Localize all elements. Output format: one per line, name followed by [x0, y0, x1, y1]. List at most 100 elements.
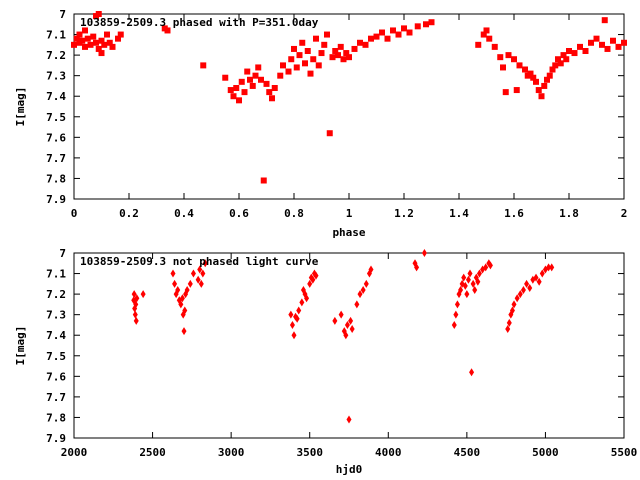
data-point	[423, 21, 429, 28]
data-point	[82, 27, 88, 34]
data-point	[604, 45, 611, 52]
data-point	[514, 294, 520, 303]
data-point	[337, 43, 344, 50]
data-point	[260, 177, 267, 184]
y-tick-label: 7.9	[46, 432, 66, 445]
data-point	[76, 31, 83, 38]
data-point	[505, 52, 512, 59]
data-point	[249, 82, 256, 89]
data-point	[368, 35, 374, 42]
data-point	[93, 39, 99, 46]
data-point	[509, 306, 515, 315]
data-point	[200, 269, 206, 278]
data-point	[315, 62, 322, 69]
data-point	[222, 74, 229, 81]
data-point	[520, 286, 526, 294]
data-point	[87, 41, 94, 48]
data-point	[133, 316, 139, 325]
data-point	[291, 45, 297, 52]
data-point	[140, 290, 146, 299]
data-point	[536, 277, 542, 286]
data-point	[179, 294, 185, 303]
data-point	[461, 273, 467, 282]
data-point	[487, 261, 493, 270]
x-tick-label: 2500	[139, 446, 166, 459]
data-point	[82, 43, 88, 50]
data-point	[535, 87, 542, 94]
y-tick-label: 7.3	[46, 70, 66, 83]
x-tick-label: 0	[71, 207, 78, 220]
y-axis-label: I[mag]	[14, 87, 27, 127]
data-point	[524, 279, 530, 288]
data-point	[175, 286, 181, 294]
data-point	[202, 259, 208, 268]
data-point	[486, 35, 493, 42]
data-point	[544, 76, 550, 83]
data-point	[255, 64, 262, 71]
y-tick-label: 7.1	[46, 29, 66, 42]
data-point	[244, 68, 251, 75]
data-point	[467, 269, 473, 278]
data-point	[406, 29, 413, 36]
data-point	[500, 64, 506, 71]
data-point	[313, 35, 319, 42]
x-tick-label: 0.2	[119, 207, 139, 220]
x-tick-label: 3000	[218, 446, 245, 459]
data-point	[190, 269, 196, 278]
y-tick-label: 7	[59, 247, 66, 260]
data-point	[414, 23, 421, 30]
y-tick-label: 7.5	[46, 111, 66, 124]
data-point	[79, 37, 86, 44]
data-point	[296, 52, 303, 59]
data-point	[571, 50, 578, 57]
data-point	[379, 29, 385, 36]
data-point	[134, 294, 140, 303]
data-point	[454, 300, 460, 309]
x-tick-label: 4000	[375, 446, 402, 459]
data-point	[293, 64, 300, 71]
x-tick-label: 1.4	[449, 207, 469, 220]
data-point	[326, 130, 333, 137]
data-point	[299, 298, 305, 307]
data-point	[90, 33, 97, 40]
data-point	[338, 310, 344, 319]
y-tick-label: 7.2	[46, 288, 66, 301]
data-point	[470, 279, 476, 288]
data-point	[280, 62, 286, 69]
data-point	[307, 279, 313, 288]
data-point	[533, 273, 539, 282]
data-point	[332, 48, 339, 54]
data-point	[513, 87, 520, 94]
data-point	[516, 62, 523, 69]
data-point	[343, 50, 350, 57]
x-tick-label: 1	[346, 207, 353, 220]
data-point	[475, 277, 481, 286]
y-tick-label: 7.4	[46, 329, 66, 342]
data-point	[506, 318, 512, 327]
data-point	[271, 85, 278, 91]
ticks-group: 2000 2500 3000 3500 4000 4500 5000 5500 7 7.1 7.2 7…	[46, 247, 637, 459]
data-point	[302, 60, 308, 67]
data-point	[294, 314, 300, 323]
data-point	[131, 290, 137, 299]
data-point	[115, 35, 121, 42]
data-point	[491, 43, 498, 50]
y-tick-label: 7.8	[46, 172, 66, 185]
ticks-group: 0 0.2 0.4 0.6 0.8 1 1.2 1.4 1.6 1.8 2 7 7.1 7.2 7.3 7.4…	[46, 8, 627, 220]
x-tick-label: 2	[621, 207, 628, 220]
x-tick-label: 0.6	[229, 207, 249, 220]
phased-light-curve-chart: 0 0.2 0.4 0.6 0.8 1 1.2 1.4 1.6 1.8 2 7 7.1 7.2 7.3 7.4…	[14, 8, 627, 239]
data-point	[563, 56, 570, 63]
y-tick-label: 7.6	[46, 370, 66, 383]
data-point	[106, 39, 113, 46]
data-point	[522, 66, 528, 73]
data-point	[288, 310, 294, 319]
x-tick-label: 5000	[532, 446, 559, 459]
data-point	[182, 306, 188, 315]
x-tick-label: 1.6	[504, 207, 524, 220]
unphased-light-curve-chart: 2000 2500 3000 3500 4000 4500 5000 5500 7 7.1 7.2 7…	[14, 247, 637, 476]
x-tick-label: 0.8	[284, 207, 304, 220]
data-point	[238, 78, 245, 85]
data-point	[480, 31, 487, 38]
